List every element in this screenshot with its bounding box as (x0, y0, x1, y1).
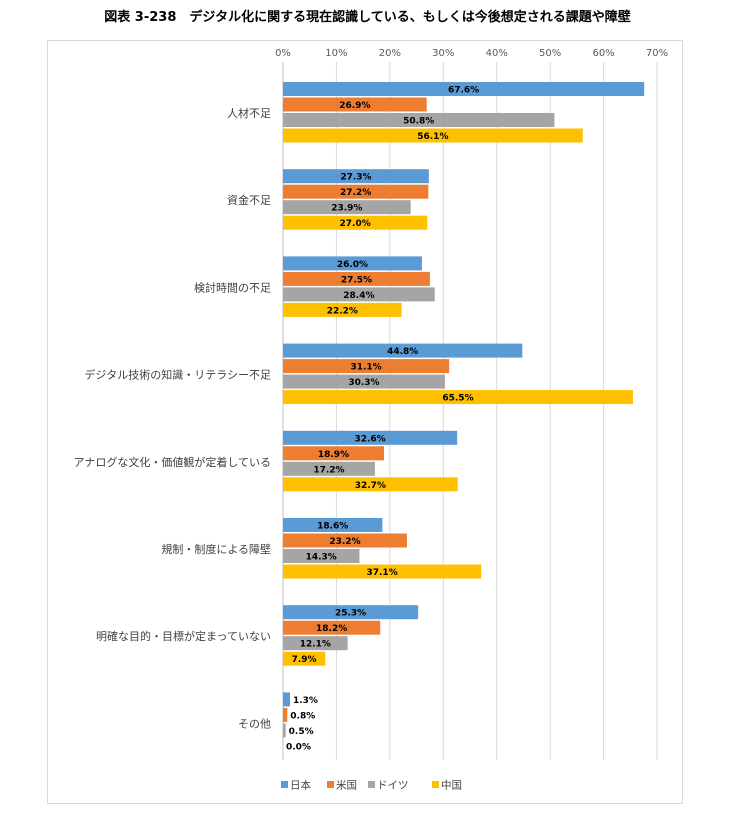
data-label: 27.2% (340, 188, 371, 198)
x-tick-label: 0% (275, 48, 291, 59)
category-label: 規制・制度による障壁 (161, 542, 271, 556)
bar-米国 (283, 97, 427, 112)
data-label: 7.9% (292, 655, 317, 665)
x-tick-label: 50% (539, 48, 561, 59)
data-label: 1.3% (293, 696, 318, 706)
data-label: 18.9% (318, 450, 349, 460)
x-tick-label: 10% (325, 48, 347, 59)
bar-米国 (283, 184, 429, 199)
category-label: 明確な目的・目標が定まっていない (96, 629, 271, 643)
bar-中国 (283, 477, 458, 492)
bar-ドイツ (283, 287, 435, 302)
data-label: 31.1% (350, 363, 381, 373)
data-label: 23.9% (331, 204, 362, 214)
bar-中国 (283, 215, 428, 230)
legend-swatch-日本 (281, 781, 288, 788)
bar-ドイツ (283, 549, 360, 563)
bar-米国 (283, 446, 384, 461)
bar-日本 (283, 605, 419, 620)
data-label: 27.3% (340, 173, 371, 183)
data-label: 18.6% (317, 522, 348, 532)
bar-米国 (283, 533, 407, 548)
data-label: 28.4% (343, 291, 374, 301)
data-label: 0.0% (286, 742, 311, 752)
bar-米国 (283, 707, 288, 722)
category-label: 人材不足 (227, 106, 271, 120)
bar-中国 (283, 390, 633, 405)
bar-日本 (283, 82, 645, 96)
legend-label: ドイツ (377, 780, 409, 792)
bar-日本 (283, 692, 290, 707)
bar-ドイツ (283, 200, 411, 215)
legend-label: 日本 (290, 779, 311, 792)
bar-ドイツ (283, 723, 286, 738)
bar-米国 (283, 271, 430, 286)
data-label: 23.2% (329, 537, 360, 547)
bar-ドイツ (283, 461, 375, 476)
data-label: 56.1% (417, 132, 448, 142)
legend-swatch-ドイツ (368, 781, 375, 788)
x-tick-label: 70% (646, 48, 668, 59)
legend-swatch-中国 (432, 781, 439, 788)
bar-日本 (283, 518, 383, 532)
chart-frame (47, 40, 683, 804)
data-label: 17.2% (313, 465, 344, 475)
data-label: 25.3% (335, 609, 366, 619)
x-tick-label: 60% (592, 48, 614, 59)
data-label: 27.0% (340, 219, 371, 229)
data-label: 12.1% (300, 640, 331, 650)
x-tick-label: 20% (379, 48, 401, 59)
data-label: 26.0% (337, 260, 368, 270)
bar-米国 (283, 620, 381, 635)
x-tick-label: 30% (432, 48, 454, 59)
data-label: 50.8% (403, 117, 434, 127)
data-label: 22.2% (327, 306, 358, 316)
legend-label: 中国 (441, 779, 462, 792)
data-label: 44.8% (387, 347, 418, 357)
data-label: 0.8% (290, 711, 315, 721)
data-label: 37.1% (366, 568, 397, 578)
data-label: 0.5% (289, 727, 314, 737)
x-tick-label: 40% (486, 48, 508, 59)
category-label: アナログな文化・価値観が定着している (74, 455, 271, 469)
bar-日本 (283, 256, 422, 271)
bar-中国 (283, 302, 402, 317)
bar-日本 (283, 343, 523, 358)
data-label: 32.6% (354, 434, 385, 444)
category-label: 検討時間の不足 (194, 280, 271, 294)
data-label: 67.6% (448, 86, 479, 96)
bar-ドイツ (283, 636, 348, 651)
data-label: 65.5% (442, 394, 473, 404)
data-label: 27.5% (341, 275, 372, 285)
legend-label: 米国 (336, 779, 357, 792)
data-label: 30.3% (348, 378, 379, 388)
chart-title: 図表 3-238 デジタル化に関する現在認識している、もしくは今後想定される課題… (104, 10, 631, 25)
data-label: 32.7% (355, 481, 386, 491)
bar-中国 (283, 651, 326, 666)
bar-ドイツ (283, 113, 555, 127)
data-label: 18.2% (316, 624, 347, 634)
bar-ドイツ (283, 374, 445, 389)
data-label: 14.3% (306, 553, 337, 563)
bar-中国 (283, 128, 583, 143)
category-label: デジタル技術の知識・リテラシー不足 (84, 368, 271, 382)
bar-日本 (283, 430, 458, 445)
bar-中国 (283, 564, 482, 579)
bar-日本 (283, 169, 429, 184)
category-label: その他 (238, 717, 271, 730)
data-label: 26.9% (339, 101, 370, 111)
category-label: 資金不足 (227, 193, 271, 207)
bar-米国 (283, 359, 450, 374)
legend-swatch-米国 (327, 781, 334, 788)
